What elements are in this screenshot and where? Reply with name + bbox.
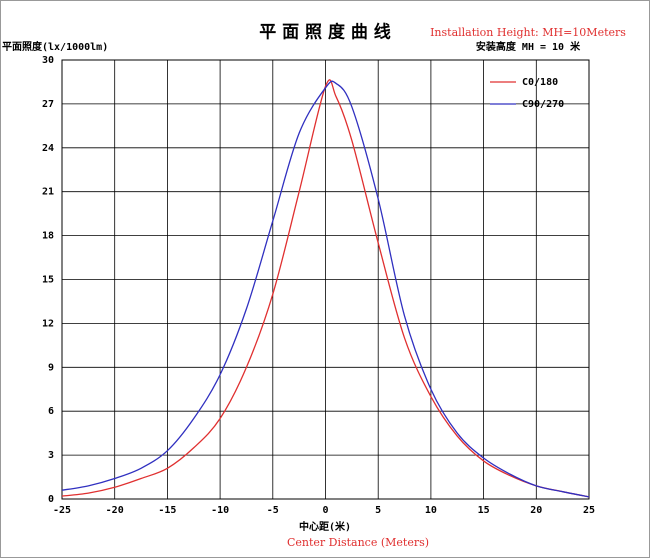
x-tick-label: -20 (106, 505, 124, 516)
y-tick-label: 0 (48, 494, 54, 505)
x-tick-label: 10 (425, 505, 437, 516)
y-tick-label: 24 (42, 143, 54, 154)
subtitle-en: Installation Height: MH=10Meters (430, 26, 626, 39)
y-tick-label: 9 (48, 362, 54, 373)
plot-border (61, 59, 590, 500)
x-tick-label: 25 (583, 505, 595, 516)
subtitle-cn: 安装高度 MH = 10 米 (476, 40, 581, 53)
x-tick-label: -15 (158, 505, 176, 516)
y-tick-label: 6 (48, 406, 54, 417)
legend-label: C0/180 (522, 77, 558, 88)
x-axis-label: 中心距(米) (299, 520, 351, 533)
y-tick-label: 30 (42, 55, 54, 66)
legend-label: C90/270 (522, 99, 564, 110)
y-tick-label: 21 (42, 187, 54, 198)
x-tick-label: -5 (267, 505, 279, 516)
y-tick-label: 18 (42, 231, 54, 242)
x-tick-label: 5 (375, 505, 381, 516)
x-tick-label: -10 (211, 505, 229, 516)
x-tick-label: 20 (530, 505, 542, 516)
x-tick-label: -25 (53, 505, 71, 516)
chart-title: 平 面 照 度 曲 线 (259, 22, 391, 43)
x-tick-label: 0 (322, 505, 328, 516)
y-tick-label: 27 (42, 99, 54, 110)
series-line (61, 80, 590, 498)
y-axis-label: 平面照度(lx/1000lm) (2, 40, 108, 53)
x-axis-label-en: Center Distance (Meters) (287, 536, 429, 549)
y-tick-label: 15 (42, 275, 54, 286)
x-tick-label: 15 (478, 505, 490, 516)
y-tick-label: 3 (48, 450, 54, 461)
y-tick-label: 12 (42, 318, 54, 329)
